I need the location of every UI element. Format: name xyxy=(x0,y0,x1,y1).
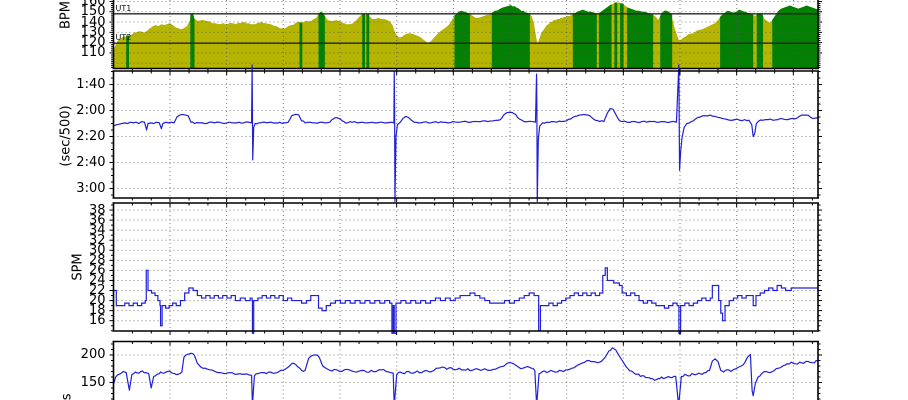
tick-label-pace-3-00: 3:00 xyxy=(76,181,106,196)
panel-spm xyxy=(109,202,822,335)
bpm-zone-fill-ut1 xyxy=(720,9,754,69)
watts-series-line xyxy=(112,347,819,400)
bpm-zone-fill-ut1 xyxy=(627,7,654,69)
tick-label-spm-36: 36 xyxy=(88,212,106,228)
pace-series-line xyxy=(113,64,819,203)
bpm-zone-fill-ut1 xyxy=(772,5,818,69)
panel-pace xyxy=(109,64,822,203)
tick-label-spm-38: 38 xyxy=(88,202,106,218)
tick-label-spm-24: 24 xyxy=(88,272,106,288)
bpm-zone-fill-ut1 xyxy=(620,3,624,69)
bpm-zone-fill-ut1 xyxy=(299,22,303,69)
tick-label-bpm-160: 160 xyxy=(80,0,106,9)
bpm-zone-fill-ut1 xyxy=(362,13,366,69)
tick-label-spm-16: 16 xyxy=(88,313,106,329)
tick-label-pace-2-20: 2:20 xyxy=(76,129,106,144)
panel-watts xyxy=(109,340,822,400)
tick-label-pace-2-40: 2:40 xyxy=(76,155,106,170)
bpm-zone-fill-ut1 xyxy=(318,11,325,69)
tick-label-spm-22: 22 xyxy=(88,283,106,298)
bpm-zone-fill-ut1 xyxy=(366,13,370,69)
tick-label-bpm-140: 140 xyxy=(80,14,106,30)
tick-label-pace-1-40: 1:40 xyxy=(76,77,106,93)
bpm-zone-fill-ut1 xyxy=(572,9,597,69)
threshold-label-ut1: UT1 xyxy=(115,3,132,13)
bpm-zone-fill-ut1 xyxy=(491,5,530,69)
tick-label-bpm-110: 110 xyxy=(80,45,106,61)
bpm-zone-fill-ut1 xyxy=(614,2,618,69)
bpm-zone-fill-ut1 xyxy=(756,12,764,69)
tick-label-bpm-130: 130 xyxy=(80,24,106,40)
tick-label-bpm-150: 150 xyxy=(80,4,106,20)
panel-bpm xyxy=(109,0,822,73)
tick-label-spm-18: 18 xyxy=(88,303,106,319)
tick-label-spm-30: 30 xyxy=(88,242,106,258)
tick-label-spm-28: 28 xyxy=(88,252,106,268)
bpm-zone-fill-ut1 xyxy=(190,12,195,69)
tick-label-spm-20: 20 xyxy=(88,293,106,309)
bpm-zone-fill-ut1 xyxy=(454,10,470,69)
bpm-zone-fill-ut1 xyxy=(660,10,673,69)
tick-label-bpm-120: 120 xyxy=(80,35,106,51)
tick-label-pace-2-00: 2:00 xyxy=(76,103,106,119)
spm-series-line xyxy=(113,267,818,334)
y-axis-label-watts: Watts xyxy=(60,394,75,400)
tick-label-spm-32: 32 xyxy=(88,232,106,248)
tick-label-spm-26: 26 xyxy=(88,262,106,278)
tick-label-watts-200: 200 xyxy=(80,347,106,363)
tick-label-spm-34: 34 xyxy=(88,222,106,238)
tick-label-watts-150: 150 xyxy=(80,374,106,390)
threshold-label-ut2: UT2 xyxy=(115,33,132,43)
